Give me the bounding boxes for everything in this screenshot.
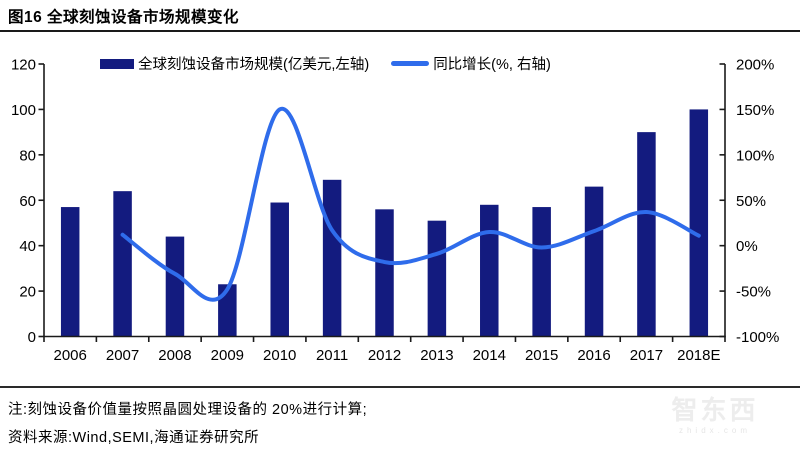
x-label-2012: 2012 [368,347,401,364]
bar-series-swatch-icon [100,58,134,69]
source-line: 资料来源:Wind,SEMI,海通证券研究所 [8,430,260,446]
left-tick-label: 100 [11,102,36,119]
left-tick-label: 0 [28,329,36,346]
bar-2014 [480,204,499,337]
bar-2017 [637,132,656,337]
figure-title: 图16 全球刻蚀设备市场规模变化 [8,9,240,26]
bar-2008 [165,236,185,337]
right-tick-label: -100% [736,329,779,346]
growth-line [120,107,701,302]
x-label-2018E: 2018E [677,347,720,364]
bar-2016 [584,186,604,337]
bar-2012 [375,209,394,337]
x-label-2006: 2006 [54,347,87,364]
left-tick-label: 80 [19,147,36,164]
footnote: 注:刻蚀设备价值量按照晶圆处理设备的 20%进行计算; [8,402,368,418]
x-label-2011: 2011 [316,347,348,364]
right-tick-label: 150% [736,102,774,119]
bar-2007 [113,191,132,337]
chart-legend: 全球刻蚀设备市场规模(亿美元,左轴) 同比增长(%, 右轴) [100,53,551,74]
x-label-2008: 2008 [158,347,191,364]
x-label-2007: 2007 [106,347,139,364]
x-label-2017: 2017 [630,347,663,364]
left-tick-label: 20 [19,284,36,301]
right-tick-label: 100% [736,147,774,164]
line-series-legend-label: 同比增长(%, 右轴) [433,57,551,73]
right-tick-label: 0% [736,238,758,255]
x-label-2016: 2016 [577,347,610,364]
bar-2010 [270,202,289,337]
left-tick-label: 40 [19,238,36,255]
bar-2013 [427,220,447,337]
right-tick-label: 200% [736,57,774,74]
bar-2011 [322,179,342,337]
title-divider [0,30,800,32]
bar-2015 [532,207,551,337]
bar-series-legend-label: 全球刻蚀设备市场规模(亿美元,左轴) [138,57,370,73]
left-tick-label: 60 [19,193,36,210]
x-label-2014: 2014 [473,347,506,364]
right-tick-label: -50% [736,284,771,301]
x-label-2010: 2010 [263,347,296,364]
line-series-swatch-icon [391,61,430,66]
x-label-2013: 2013 [420,347,453,364]
bar-2018E [689,109,709,337]
footer-divider [0,386,800,388]
right-tick-label: 50% [736,193,766,210]
x-label-2015: 2015 [525,347,558,364]
x-label-2009: 2009 [211,347,244,364]
left-tick-label: 120 [11,57,36,74]
bar-2006 [60,207,80,337]
